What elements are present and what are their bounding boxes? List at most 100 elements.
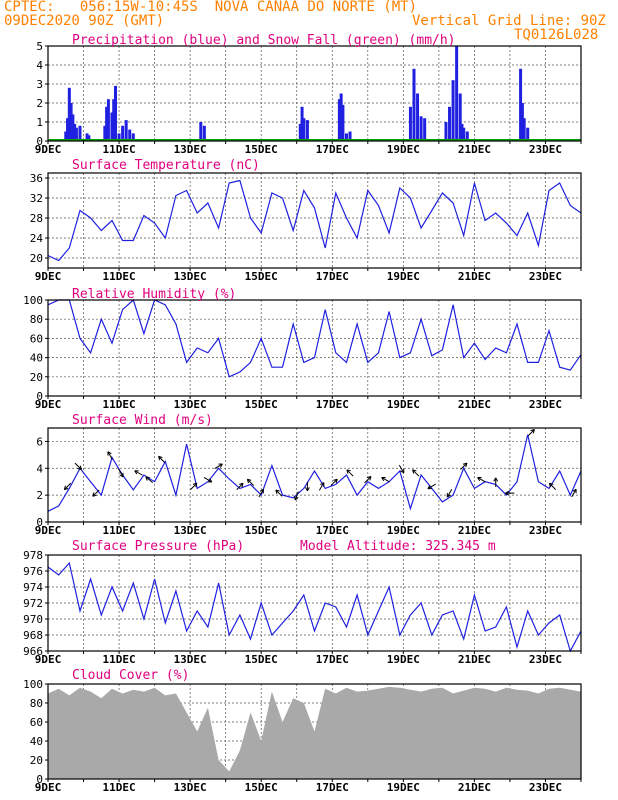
wind-arrow (203, 477, 213, 483)
y-tick-label: 968 (23, 629, 43, 642)
precip-bar (444, 122, 448, 141)
precip-bar (105, 106, 109, 141)
wind-arrow-shaft (446, 488, 453, 498)
precip-bar (455, 46, 459, 141)
wind-arrow-head (158, 455, 163, 458)
wind-arrow (275, 489, 283, 497)
y-tick-label: 0 (36, 516, 43, 529)
panel-subtitle: Model Altitude: 325.345 m (300, 539, 496, 554)
wind-arrow (294, 491, 299, 501)
precip-bar (117, 133, 121, 141)
precip-bar (522, 118, 526, 141)
wind-arrow (505, 490, 515, 496)
wind-arrow-shaft (258, 488, 264, 498)
precip-bar (106, 99, 110, 141)
panel-5: 966 968 970 972 974 976 978 9DEC 11DEC 13DEC 15DEC… (23, 539, 582, 666)
x-tick-label: 11DEC (103, 524, 136, 537)
wind-arrow (134, 470, 143, 476)
wind-arrow-shaft (412, 469, 420, 477)
precip-bar (85, 133, 89, 141)
x-tick-label: 11DEC (103, 781, 136, 794)
y-tick-label: 20 (30, 754, 43, 767)
precip-bar (337, 99, 341, 141)
panel-title: Precipitation (blue) and Snow Fall (gree… (72, 33, 456, 48)
wind-arrow-shaft (330, 478, 338, 486)
wind-arrow (330, 478, 338, 486)
x-tick-label: 13DEC (174, 524, 207, 537)
wind-arrow-head (572, 488, 577, 492)
header-grid-line: Vertical Grid Line: 90Z (412, 13, 606, 29)
wind-arrow-head (346, 469, 349, 474)
wind-arrow-shaft (190, 482, 198, 490)
wind-arrow-head (275, 489, 280, 492)
y-tick-label: 36 (30, 172, 43, 185)
wind-arrow (118, 468, 124, 478)
precip-bar (462, 127, 466, 141)
header-code: TQ0126L028 (514, 27, 599, 43)
x-tick-label: 9DEC (35, 524, 62, 537)
wind-arrow-shaft (92, 489, 100, 497)
precip-bar (465, 131, 469, 141)
wind-arrow-head (548, 483, 551, 488)
precip-bar (73, 123, 77, 141)
wind-arrow (318, 482, 325, 491)
wind-arrow (527, 429, 535, 437)
wind-arrow-shaft (477, 477, 486, 483)
precip-bar (526, 127, 530, 141)
wind-arrow-head (493, 477, 497, 482)
panel-1: 0 1 2 3 4 5 9DEC 11DEC 13DEC 15DEC 17DEC 19DEC 21DEC… (35, 33, 582, 156)
wind-arrow (236, 482, 244, 490)
wind-arrow (63, 482, 72, 491)
x-tick-label: 17DEC (316, 270, 349, 283)
wind-arrow (74, 462, 82, 470)
x-tick-label: 19DEC (387, 653, 420, 666)
precip-bar (412, 68, 416, 141)
plot-frame (47, 172, 582, 269)
wind-arrow-head (477, 477, 481, 482)
x-tick-label: 21DEC (458, 398, 491, 411)
wind-arrow-shaft (364, 476, 372, 484)
precip-bar (202, 125, 206, 141)
wind-arrow (381, 476, 390, 483)
wind-arrow (493, 477, 499, 487)
precip-bar (458, 93, 462, 141)
y-tick-label: 28 (30, 212, 43, 225)
y-tick-label: 80 (30, 313, 43, 326)
y-tick-label: 976 (23, 565, 43, 578)
wind-arrow-shaft (318, 482, 325, 491)
precip-bar (78, 125, 82, 141)
precip-bar (419, 116, 423, 141)
x-tick-label: 23DEC (529, 781, 562, 794)
y-tick-label: 60 (30, 716, 43, 729)
plot-area (48, 428, 581, 522)
x-tick-label: 17DEC (316, 653, 349, 666)
wind-arrow-shaft (527, 429, 535, 437)
wind-arrow-head (320, 482, 325, 486)
series-line (47, 561, 582, 653)
wind-arrow (190, 482, 198, 490)
precip-bar (110, 112, 114, 141)
y-tick-label: 20 (30, 371, 43, 384)
wind-arrow (158, 455, 166, 464)
wind-arrow (548, 482, 557, 490)
x-tick-label: 11DEC (103, 653, 136, 666)
x-tick-label: 9DEC (35, 398, 62, 411)
header-date: 09DEC2020 90Z (GMT) (4, 13, 165, 29)
wind-arrow (145, 476, 154, 483)
wind-arrow-shaft (294, 491, 299, 501)
wind-arrow-shaft (74, 462, 82, 470)
wind-arrow-head (209, 478, 213, 483)
wind-arrow (460, 462, 468, 470)
wind-arrow (412, 469, 420, 477)
panel-title: Cloud Cover (%) (72, 668, 189, 683)
wind-arrow (214, 463, 223, 469)
plot-frame (47, 683, 582, 780)
y-tick-label: 978 (23, 549, 43, 562)
x-tick-label: 15DEC (245, 781, 278, 794)
x-tick-label: 21DEC (458, 524, 491, 537)
wind-arrow-head (134, 470, 138, 475)
y-tick-label: 970 (23, 613, 43, 626)
panel-title: Relative Humidity (%) (72, 287, 236, 302)
wind-arrow-head (219, 463, 223, 468)
